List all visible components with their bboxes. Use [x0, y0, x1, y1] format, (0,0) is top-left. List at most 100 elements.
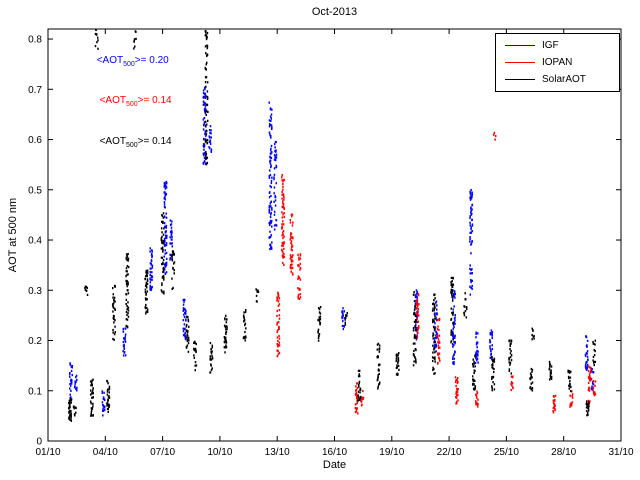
data-point [290, 248, 293, 251]
data-point [204, 138, 207, 141]
data-point [510, 382, 512, 386]
data-point [432, 333, 435, 336]
data-point [206, 161, 209, 165]
data-point [569, 383, 571, 386]
data-point [585, 406, 588, 409]
data-point [415, 360, 417, 363]
data-point [69, 362, 71, 365]
data-point [69, 418, 71, 421]
data-point [317, 307, 320, 310]
data-point [437, 341, 439, 344]
data-point [171, 231, 173, 234]
data-point [511, 382, 514, 385]
data-point [452, 308, 454, 311]
data-point [126, 273, 128, 276]
data-point [358, 375, 361, 378]
data-point [204, 34, 207, 37]
data-point [470, 213, 472, 216]
data-point [223, 324, 226, 327]
data-point [453, 360, 455, 364]
data-point [492, 360, 494, 363]
data-point [281, 223, 283, 226]
data-point [471, 204, 473, 207]
data-point [433, 309, 435, 312]
data-point [531, 338, 533, 341]
annotation-text: >= 0.20 [134, 55, 169, 67]
data-point [162, 261, 164, 264]
data-point [416, 298, 419, 301]
data-point [474, 361, 477, 365]
data-point [586, 350, 589, 353]
data-point [592, 389, 595, 392]
data-point [548, 368, 551, 371]
data-point [102, 397, 105, 401]
data-point [589, 366, 591, 369]
data-point [269, 160, 271, 163]
data-point [298, 297, 301, 301]
data-point [344, 318, 346, 321]
data-point [434, 328, 436, 331]
data-point [113, 338, 115, 341]
data-point [103, 408, 106, 412]
data-point [145, 283, 148, 286]
data-point [492, 370, 495, 374]
data-point [343, 317, 346, 320]
data-point [244, 310, 247, 314]
data-point [161, 241, 163, 244]
data-point [474, 387, 476, 391]
annotation-text: <AOT [96, 55, 124, 67]
legend: IGF IOPAN SolarAOT [495, 33, 620, 92]
data-point [434, 351, 436, 354]
data-point [127, 252, 129, 256]
data-point [70, 417, 72, 420]
data-point [452, 345, 454, 348]
data-point [569, 405, 571, 408]
data-point [592, 379, 595, 383]
data-point [299, 254, 302, 257]
data-point [435, 336, 437, 340]
data-point [205, 139, 208, 142]
data-point [122, 354, 125, 357]
data-point [416, 290, 419, 293]
data-point [594, 343, 596, 346]
data-point [256, 300, 258, 303]
data-point [204, 66, 207, 70]
data-point [268, 101, 271, 104]
data-point [436, 334, 439, 337]
data-point [476, 349, 478, 353]
data-point [90, 384, 92, 387]
data-point [126, 264, 129, 268]
data-point [164, 236, 167, 239]
data-point [151, 250, 154, 253]
data-point [185, 346, 188, 349]
data-point [161, 213, 163, 217]
data-point [450, 293, 453, 296]
data-point [202, 143, 205, 146]
data-point [165, 229, 167, 233]
data-point [508, 369, 511, 373]
data-point [346, 311, 349, 315]
data-point [471, 240, 473, 243]
data-point [567, 375, 570, 378]
data-point [592, 383, 595, 386]
data-point [297, 287, 299, 290]
data-point [163, 270, 165, 273]
data-point [70, 382, 73, 385]
data-point [257, 290, 260, 294]
data-point [345, 314, 347, 317]
data-point [358, 398, 360, 401]
data-point [319, 315, 322, 318]
data-point [277, 300, 280, 303]
data-point [417, 292, 420, 296]
data-point [413, 308, 416, 311]
data-point [165, 225, 167, 229]
data-point [277, 295, 280, 298]
data-point [163, 266, 165, 269]
data-point [89, 389, 92, 392]
data-point [126, 304, 128, 308]
data-point [414, 348, 417, 351]
data-point [113, 296, 116, 299]
data-point [476, 357, 479, 360]
data-point [164, 194, 166, 197]
data-point [412, 352, 415, 356]
